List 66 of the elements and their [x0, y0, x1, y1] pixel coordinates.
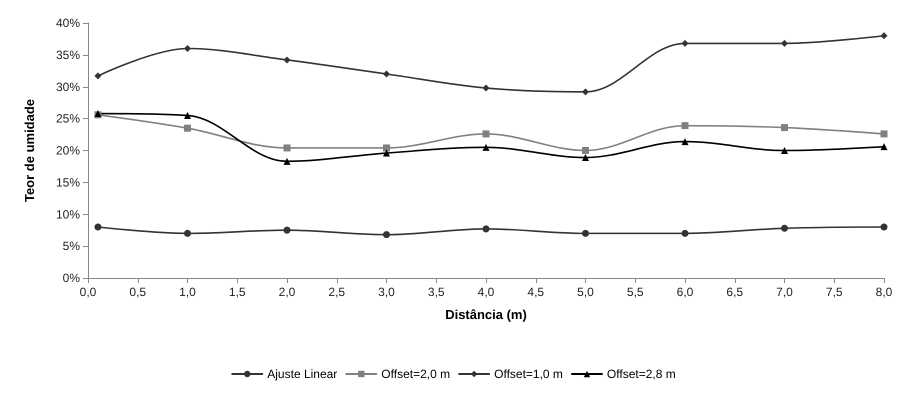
legend-label: Offset=2,0 m: [381, 367, 450, 381]
point: [94, 72, 102, 80]
y-tick-label: 15%: [56, 175, 80, 190]
point: [383, 150, 390, 157]
point: [582, 154, 589, 162]
point: [383, 70, 390, 78]
x-tick-label: 5,0: [577, 285, 594, 299]
point: [781, 224, 788, 232]
x-tick-label: 6,0: [676, 285, 694, 299]
point: [781, 40, 788, 47]
x-tick-label: 3,0: [378, 285, 396, 299]
point: [184, 230, 191, 237]
x-tick-label: 7,5: [826, 285, 843, 299]
x-tick-label: 4,0: [478, 285, 495, 299]
x-tick-label: 5,5: [626, 285, 644, 299]
y-tick-label: 25%: [56, 112, 80, 126]
point: [482, 84, 490, 92]
legend-label: Ajuste Linear: [267, 367, 338, 381]
point: [781, 147, 788, 154]
point: [284, 144, 290, 152]
legend-label: Offset=2,8 m: [606, 367, 676, 381]
x-tick-label: 6,5: [726, 285, 744, 299]
point: [880, 143, 888, 150]
y-tick-label: 5%: [62, 239, 80, 254]
x-axis-title: Distância (m): [445, 307, 527, 322]
point: [94, 224, 102, 230]
x-tick-label: 0,5: [129, 285, 146, 299]
x-tick-label: 7,0: [776, 285, 794, 299]
point: [880, 130, 888, 138]
point: [682, 40, 688, 47]
y-axis-title: Teor de umidade: [22, 98, 37, 202]
y-tick-label: 40%: [56, 16, 80, 30]
y-tick-label: 35%: [56, 48, 80, 62]
point: [781, 124, 788, 132]
x-tick-label: 4,5: [527, 285, 544, 299]
point: [383, 144, 390, 152]
point: [184, 45, 191, 52]
x-tick-label: 2,5: [328, 285, 346, 299]
point: [582, 88, 589, 96]
y-tick-label: 0%: [62, 271, 80, 285]
point: [582, 147, 589, 154]
point: [284, 226, 290, 234]
point: [582, 230, 589, 237]
point: [482, 225, 490, 232]
x-tick-label: 1,0: [179, 285, 196, 299]
point: [682, 122, 688, 130]
point: [184, 112, 191, 119]
point: [482, 130, 490, 138]
x-tick-label: 1,5: [228, 285, 246, 299]
x-tick-label: 8,0: [876, 285, 893, 299]
point: [284, 158, 290, 165]
point: [184, 124, 191, 132]
x-tick-label: 2,0: [278, 285, 296, 299]
point: [880, 32, 888, 40]
legend-label: Offset=1,0 m: [494, 367, 563, 381]
y-tick-label: 20%: [56, 144, 80, 158]
point: [880, 224, 888, 230]
y-tick-label: 10%: [56, 207, 80, 222]
point: [383, 231, 390, 238]
y-tick-label: 30%: [56, 80, 80, 94]
x-tick-label: 3,5: [428, 285, 445, 299]
point: [682, 138, 688, 146]
point: [682, 230, 688, 237]
point: [482, 144, 490, 151]
point: [284, 56, 290, 64]
x-tick-label: 0,0: [80, 285, 97, 299]
